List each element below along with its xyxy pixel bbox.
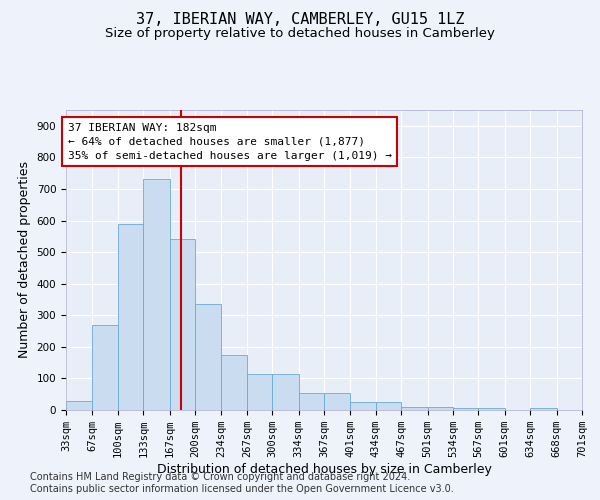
Bar — [350, 402, 376, 410]
X-axis label: Distribution of detached houses by size in Camberley: Distribution of detached houses by size … — [157, 463, 491, 476]
Bar — [143, 180, 170, 410]
Bar — [221, 354, 247, 410]
Bar — [170, 240, 195, 410]
Text: Contains HM Land Registry data © Crown copyright and database right 2024.: Contains HM Land Registry data © Crown c… — [30, 472, 410, 482]
Bar — [453, 408, 478, 410]
Text: 37 IBERIAN WAY: 182sqm
← 64% of detached houses are smaller (1,877)
35% of semi-: 37 IBERIAN WAY: 182sqm ← 64% of detached… — [68, 122, 392, 160]
Bar — [92, 324, 118, 410]
Bar — [428, 407, 453, 410]
Bar — [195, 304, 221, 410]
Bar — [272, 374, 299, 410]
Bar — [324, 392, 350, 410]
Bar — [376, 402, 401, 410]
Bar — [401, 407, 428, 410]
Bar — [299, 392, 324, 410]
Bar — [247, 374, 272, 410]
Bar — [66, 402, 92, 410]
Text: Contains public sector information licensed under the Open Government Licence v3: Contains public sector information licen… — [30, 484, 454, 494]
Bar — [478, 408, 505, 410]
Text: 37, IBERIAN WAY, CAMBERLEY, GU15 1LZ: 37, IBERIAN WAY, CAMBERLEY, GU15 1LZ — [136, 12, 464, 28]
Text: Size of property relative to detached houses in Camberley: Size of property relative to detached ho… — [105, 28, 495, 40]
Bar — [118, 224, 143, 410]
Bar — [530, 408, 557, 410]
Y-axis label: Number of detached properties: Number of detached properties — [18, 162, 31, 358]
